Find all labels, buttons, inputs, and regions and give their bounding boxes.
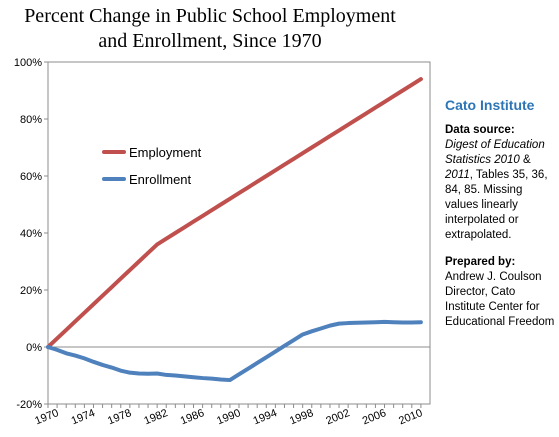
sidebar: Cato Institute Data source: Digest of Ed… [445,98,557,342]
x-tick-label: 1994 [252,407,279,427]
y-tick-label: 80% [20,114,42,126]
data-source-block: Data source: Digest of Education Statist… [445,123,557,243]
y-axis-ticks: -20% 0% 20% 40% 60% 80% 100% [14,57,48,411]
y-tick-label: 20% [20,285,42,297]
y-tick-label: 0% [26,342,42,354]
author-affiliation: Director, Cato Institute Center for Educ… [445,286,555,328]
x-tick-label: 2006 [361,407,388,427]
x-tick-label: 1998 [288,407,315,427]
x-axis-ticks: 1970 1974 1978 1982 1986 1990 1994 1998 2002 2006… [33,404,424,427]
data-source-title: Digest of Education Statistics 2010 [445,139,545,166]
data-source-details: , Tables 35, 36, 84, 85. Missing values … [445,169,548,241]
data-source-amp: & [519,154,531,166]
x-tick-label: 1982 [142,407,169,427]
x-tick-label: 1978 [106,407,133,427]
organization-name: Cato Institute [445,97,535,113]
chart-title-line-2: and Enrollment, Since 1970 [98,30,322,52]
x-tick-label: 1986 [179,407,206,427]
x-tick-label: 2002 [324,407,351,427]
prepared-by-heading: Prepared by: [445,256,516,268]
x-tick-label: 1990 [215,407,242,427]
series-lines [46,77,423,383]
x-tick-label: 2010 [397,407,424,427]
series-line-employment [46,77,423,349]
data-source-heading: Data source: [445,124,515,136]
data-source-year: 2011 [445,169,470,181]
author-name: Andrew J. Coulson [445,271,542,283]
series-line-enrollment [46,319,423,383]
prepared-by-block: Prepared by: Andrew J. Coulson Director,… [445,255,557,330]
legend-box [96,136,221,194]
y-tick-label: 60% [20,171,42,183]
chart-title: Percent Change in Public School Employme… [0,4,420,54]
plot-area-border [47,61,431,405]
legend-label-employment: Employment [129,145,202,160]
y-tick-label: 40% [20,228,42,240]
legend: Employment Enrollment [96,136,221,194]
line-chart: -20%0%20%40%60%80%100% 1970 1974 1978 1982 1… [14,57,431,427]
x-tick-label: 1974 [70,407,97,427]
y-tick-label: -20% [16,399,42,411]
y-tick-label: 100% [14,57,42,69]
chart-title-line-1: Percent Change in Public School Employme… [24,5,396,27]
legend-label-enrollment: Enrollment [129,172,192,187]
